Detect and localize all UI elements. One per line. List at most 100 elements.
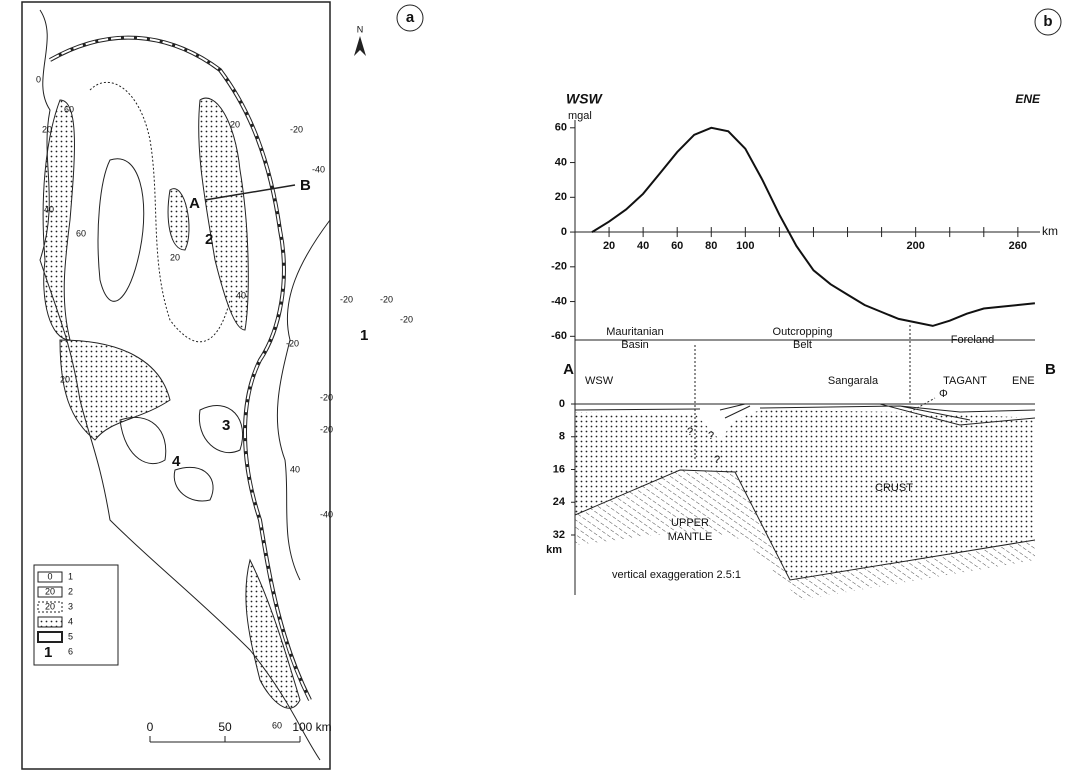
- contour-label: -40: [320, 509, 333, 519]
- legend-label: 3: [68, 601, 73, 611]
- y-tick-label: 20: [555, 191, 567, 203]
- contour-label: 40: [44, 204, 54, 214]
- y-axis-label: mgal: [568, 110, 592, 122]
- stipple: [59, 339, 171, 441]
- legend-label: 5: [68, 631, 73, 641]
- cross-section: A B WSW ENE Sangarala TAGANT Φ CRUST UPP…: [546, 325, 1056, 600]
- x-tick-label: 80: [705, 240, 717, 252]
- north-label: N: [357, 24, 364, 34]
- profile-end: A: [189, 195, 200, 212]
- contour: [276, 219, 331, 581]
- place-label: TAGANT: [943, 375, 987, 387]
- direction-label: ENE: [1015, 92, 1041, 106]
- moho: [574, 469, 1036, 581]
- depth-unit: km: [546, 544, 562, 556]
- depth-tick-label: 0: [559, 398, 565, 410]
- region-label: 4: [172, 453, 181, 470]
- legend-label: 6: [68, 646, 73, 656]
- north-arrow: [354, 36, 366, 56]
- zone-label: Mauritanian: [606, 326, 663, 338]
- legend-symbol: [37, 616, 63, 628]
- contour-label: 40: [236, 290, 246, 300]
- profile-line: [204, 184, 296, 201]
- mantle-label: UPPER: [671, 517, 709, 529]
- map: N A B 1 2 3 4 0 -20 -20 -20 -20 -20 -20 …: [21, 1, 413, 770]
- region-label: 3: [222, 417, 230, 434]
- x-tick-label: 60: [671, 240, 683, 252]
- profile-end: B: [300, 177, 311, 194]
- depth-tick-label: 16: [553, 463, 565, 475]
- legend-symbol: [37, 631, 63, 643]
- legend: 0 1 20 2 20 3 4 5 1 6: [33, 564, 119, 666]
- place-label: Sangarala: [828, 375, 879, 387]
- stipple: [42, 99, 75, 341]
- note: vertical exaggeration 2.5:1: [612, 569, 741, 581]
- zone-label: Basin: [621, 339, 649, 351]
- section-direction: ENE: [1012, 375, 1035, 387]
- profile-line: [591, 126, 1035, 327]
- scale-label: 50: [218, 720, 232, 734]
- unknown-label: ?: [708, 430, 714, 442]
- panel-label: a: [406, 9, 415, 26]
- contour-label: 20: [170, 252, 180, 262]
- contour-label: 60: [76, 228, 86, 238]
- scale-label: 100 km: [292, 720, 331, 734]
- contour-label: -20: [400, 314, 413, 324]
- unknown-label: ?: [687, 426, 693, 438]
- direction-label: WSW: [566, 91, 604, 107]
- crust: [575, 410, 1035, 580]
- zone-label: Outcropping: [773, 326, 833, 338]
- depth-tick-label: 32: [553, 529, 565, 541]
- contour-label: -20: [290, 124, 303, 134]
- y-tick-label: 60: [555, 122, 567, 134]
- stipple: [167, 188, 190, 251]
- contour: [119, 416, 167, 465]
- contour: [89, 81, 231, 343]
- contour-label: -20: [286, 338, 299, 348]
- x-tick-label: 40: [637, 240, 649, 252]
- symbol-label: Φ: [939, 388, 948, 400]
- panel-badge: [396, 4, 424, 32]
- legend-symbol: [37, 586, 63, 598]
- contour-label: 20: [230, 119, 240, 129]
- zone-label: Belt: [793, 339, 812, 351]
- contour-label: 20: [60, 374, 70, 384]
- y-tick-label: -20: [551, 261, 567, 273]
- panel-label: b: [1043, 13, 1052, 30]
- contour-label: -20: [320, 424, 333, 434]
- map-frame: [21, 1, 331, 770]
- legend-symbol-label: 20: [45, 586, 55, 596]
- scale-label: 0: [147, 720, 154, 734]
- mantle-band: [575, 470, 1035, 600]
- region-label: 1: [360, 327, 368, 344]
- mantle-label: MANTLE: [668, 531, 713, 543]
- legend-symbol-label: 1: [44, 644, 52, 661]
- contour-label: -40: [312, 164, 325, 174]
- y-tick-label: 40: [555, 156, 567, 168]
- stipple: [198, 97, 249, 331]
- x-tick-label: 200: [906, 240, 924, 252]
- crust-label: CRUST: [875, 482, 913, 494]
- stipple: [245, 558, 301, 709]
- y-tick-label: -40: [551, 295, 567, 307]
- contour-label: 60: [64, 104, 74, 114]
- contour: [97, 158, 145, 302]
- legend-symbol: [37, 601, 63, 613]
- contour-label: 60: [272, 720, 282, 730]
- region-label: 2: [205, 231, 213, 248]
- fault-trace: [909, 397, 936, 413]
- contour-label: 40: [290, 464, 300, 474]
- section-end: A: [563, 361, 574, 378]
- legend-symbol-label: 0: [47, 571, 52, 581]
- depth-tick-label: 8: [559, 431, 565, 443]
- x-tick-label: 260: [1009, 240, 1027, 252]
- panel-badge: [1034, 8, 1062, 36]
- depth-tick-label: 24: [553, 496, 566, 508]
- contour-label: -20: [380, 294, 393, 304]
- legend-symbol-label: 20: [45, 601, 55, 611]
- x-tick-label: 100: [736, 240, 754, 252]
- fault: [49, 36, 311, 701]
- contour-label: -20: [320, 392, 333, 402]
- contour: [173, 466, 214, 502]
